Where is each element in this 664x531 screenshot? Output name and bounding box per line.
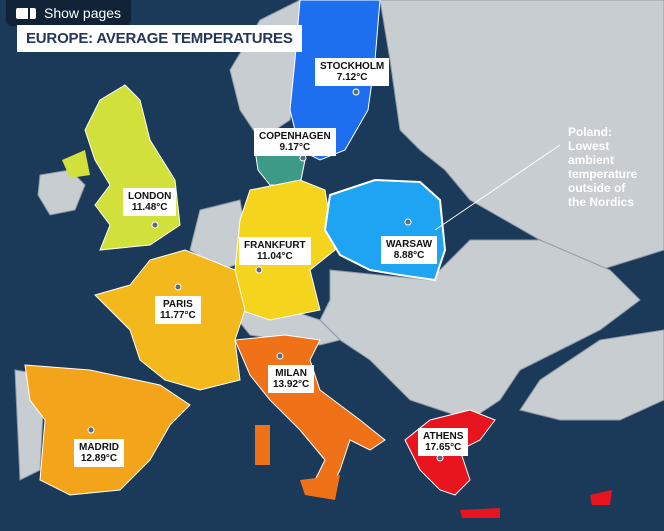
island-crete: [460, 508, 500, 518]
city-temp: 8.88°C: [393, 250, 425, 261]
annotation-pointer: [434, 144, 561, 231]
city-label-frankfurt: FRANKFURT 11.04°C: [239, 237, 311, 265]
annotation-line: the Nordics: [568, 195, 635, 209]
city-temp: 11.04°C: [256, 251, 293, 262]
city-temp: 9.17°C: [279, 142, 311, 153]
island-sardinia: [255, 425, 270, 465]
poland-annotation: Poland: Lowest ambient temperature outsi…: [568, 125, 637, 209]
city-temp: 17.65°C: [425, 442, 462, 453]
city-name: MADRID: [79, 442, 119, 453]
island-sicily: [300, 475, 340, 500]
city-name: STOCKHOLM: [320, 61, 385, 72]
annotation-line: outside of: [568, 181, 626, 195]
city-name: MILAN: [275, 368, 307, 379]
annotation-line: Lowest: [568, 139, 610, 153]
city-name: PARIS: [162, 299, 193, 310]
city-temp: 13.92°C: [273, 379, 310, 390]
map-title: EUROPE: AVERAGE TEMPERATURES: [17, 25, 302, 52]
city-name: WARSAW: [386, 239, 433, 250]
city-label-stockholm: STOCKHOLM 7.12°C: [315, 58, 390, 86]
city-temp: 12.89°C: [80, 453, 118, 464]
city-label-madrid: MADRID 12.89°C: [74, 439, 124, 467]
pages-icon: [16, 7, 36, 19]
city-temp: 11.48°C: [131, 202, 168, 213]
city-label-athens: ATHENS 17.65°C: [418, 428, 469, 456]
city-name: FRANKFURT: [244, 240, 306, 251]
annotation-line: ambient: [568, 153, 615, 167]
city-name: LONDON: [128, 191, 172, 202]
annotation-line: Poland:: [568, 125, 612, 139]
city-label-milan: MILAN 13.92°C: [268, 365, 315, 393]
show-pages-label: Show pages: [44, 5, 122, 21]
island-cyprus: [590, 490, 612, 505]
country-spain: [24, 364, 191, 496]
country-uk-north: [62, 150, 90, 178]
city-label-copenhagen: COPENHAGEN 9.17°C: [254, 128, 336, 156]
city-label-london: LONDON 11.48°C: [123, 188, 177, 216]
city-temp: 7.12°C: [336, 72, 368, 83]
city-temp: 11.77°C: [160, 310, 196, 321]
city-label-warsaw: WARSAW 8.88°C: [381, 236, 438, 264]
city-name: ATHENS: [423, 431, 464, 442]
city-label-paris: PARIS 11.77°C: [155, 296, 201, 324]
city-name: COPENHAGEN: [259, 131, 331, 142]
annotation-line: temperature: [568, 167, 638, 181]
other-countries: [14, 0, 664, 481]
show-pages-button[interactable]: Show pages: [6, 0, 132, 26]
